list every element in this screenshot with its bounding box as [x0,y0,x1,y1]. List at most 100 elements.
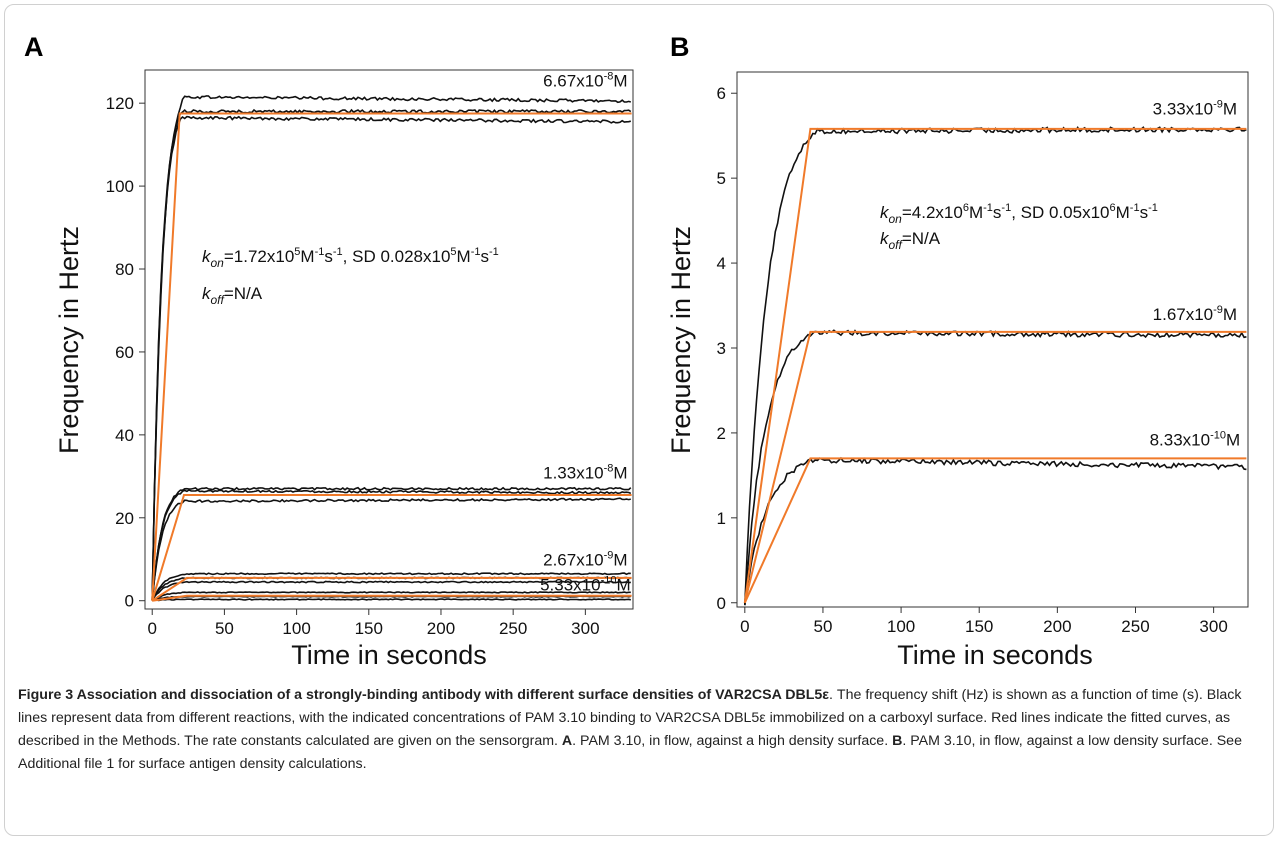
panel-a-data-trace [151,489,632,601]
panel-b-koff-sym: k [880,229,890,248]
panel-a-conc-label: 1.33x10-8M [543,462,627,482]
panel-b-conc-label: 3.33x10-9M [1153,98,1237,118]
panel-a-conc-unit: M [613,550,627,569]
panel-b-xtick-label: 250 [1121,617,1149,636]
panel-b-ytick-label: 4 [717,254,726,273]
panel-a-kon-exp1: 5 [294,246,300,258]
panel-b-ytick-label: 1 [717,509,726,528]
panel-b-kon-value: =4.2x10 [902,203,963,222]
panel-a-conc-unit: M [616,575,630,594]
panel-b-letter: B [670,32,690,62]
panel-b-kon-sub: on [889,212,903,226]
panel-a-data-trace [151,95,632,601]
panel-a-kon-value: =1.72x10 [224,247,294,266]
panel-b-conc-base: 8.33x10 [1150,431,1211,450]
panel-a-conc-unit: M [613,463,627,482]
panel-a-kon-sd-exp3: -1 [489,246,499,258]
panel-b-conc-unit: M [1223,305,1237,324]
panel-a-kon-sd: , SD 0.028x10 [343,247,451,266]
panel-a-ytick-label: 0 [125,592,134,611]
panel-b-fit-curve [743,330,1247,604]
panel-a-xlabel: Time in seconds [291,640,487,670]
panel-a-conc-label: 6.67x10-8M [543,71,627,91]
panel-a-xtick-label: 200 [427,619,455,638]
panel-b-conc-unit: M [1226,431,1240,450]
caption-label: Figure 3 Association and dissociation of… [18,687,830,703]
panel-a-conc-exp: -9 [604,549,614,561]
panel-a-kon-sd-exp1: 5 [450,246,456,258]
panel-b-conc-label: 1.67x10-9M [1153,304,1237,324]
panel-b-kon-sd: , SD 0.05x10 [1011,203,1109,222]
panel-b-concentration-labels: 3.33x10-9M 1.67x10-9M 8.33x10-10M [1150,98,1241,449]
panel-a-ytick-label: 120 [106,94,134,113]
panel-a-kon-sd-exp2: -1 [471,246,481,258]
panel-a-conc-base: 5.33x10 [540,575,601,594]
caption-text-3: . PAM 3.10, in flow, against a low densi… [18,733,1242,772]
panel-b-ytick-label: 2 [717,424,726,443]
panel-a-koff-value: =N/A [224,284,263,303]
panel-b-xtick-label: 0 [740,617,749,636]
panel-b-fit-curve [743,127,1247,603]
panel-b-ytick-label: 5 [717,169,726,188]
panel-a-data-trace [151,115,631,601]
panel-a-conc-label: 2.67x10-9M [543,549,627,569]
panel-b-data-trace [744,456,1247,606]
panel-a-series [151,95,632,602]
panel-a-kon-exp3: -1 [333,246,343,258]
panel-a-data-trace [151,591,631,602]
panel-b-koff-value: =N/A [902,229,941,248]
panel-b-kon-exp3: -1 [1001,202,1011,214]
panel-b-conc-label: 8.33x10-10M [1150,430,1241,450]
panel-a-kon: kon=1.72x105M-1s-1, SD 0.028x105M-1s-1 [202,246,499,270]
figure-caption: Figure 3 Association and dissociation of… [18,684,1263,776]
panel-b-kon-exp2: -1 [983,202,993,214]
panel-b-kon-sd-exp2: -1 [1130,202,1140,214]
panel-b-conc-base: 1.67x10 [1153,305,1214,324]
panel-b-xtick-label: 100 [887,617,915,636]
panel-a-fit-curve [152,594,632,602]
panel-a-fit-curve [151,576,632,602]
panel-a-fit-curve [151,494,632,601]
panel-b-kon-sd-s: s [1140,203,1149,222]
panel-a-koff-sub: off [211,293,226,307]
panel-a-ytick-label: 60 [115,343,134,362]
caption-b-label: B [892,733,903,749]
panel-a-ytick-label: 20 [115,509,134,528]
panel-b-kon-unit: M [969,203,983,222]
panel-a-data-trace [152,598,631,602]
panel-a-letter: A [24,32,44,62]
panel-a-ylabel: Frequency in Hertz [54,226,84,454]
panel-b: B 0 50 100 150 200 250 300 0 1 2 3 4 5 6 Frequency in… [666,32,1249,670]
panel-a-xtick-label: 0 [147,619,156,638]
panel-a-conc-label: 5.33x10-10M [540,574,631,594]
panel-a-ytick-label: 100 [106,177,134,196]
panel-b-koff-sub: off [889,238,904,252]
panel-a: A 0 50 100 150 200 250 300 0 20 40 60 80 100 120 Freq… [24,32,634,670]
panel-b-data-trace [744,126,1247,606]
panel-b-kon-sd-exp3: -1 [1148,202,1158,214]
panel-a-xtick-label: 250 [499,619,527,638]
panel-b-kon-sd-unit: M [1116,203,1130,222]
panel-b-ytick-label: 0 [717,594,726,613]
panel-a-conc-base: 6.67x10 [543,72,604,91]
caption-a-label: A [561,733,573,749]
panel-b-xlabel: Time in seconds [897,640,1093,670]
figure-frame [4,4,1274,836]
panel-a-conc-exp: -8 [604,462,614,474]
panel-b-koff: koff=N/A [880,229,941,252]
panel-b-xtick-label: 150 [965,617,993,636]
panel-b-plot-area [736,71,1249,608]
panel-a-kon-sd-s: s [480,247,489,266]
panel-a-koff-sym: k [202,284,212,303]
panel-a-kon-unit: M [300,247,314,266]
panel-a-conc-exp: -8 [604,71,614,83]
panel-a-fit-curve [151,112,632,601]
panel-b-kon-s: s [993,203,1002,222]
panel-b-ytick-label: 6 [717,84,726,103]
panel-b-ylabel: Frequency in Hertz [666,226,696,454]
panel-a-koff: koff=N/A [202,284,263,307]
caption-text-1: . The frequency shift (Hz) is shown as a… [18,687,1242,749]
caption-text-2: . PAM 3.10, in flow, against a high dens… [572,733,893,749]
panel-b-conc-unit: M [1223,99,1237,118]
